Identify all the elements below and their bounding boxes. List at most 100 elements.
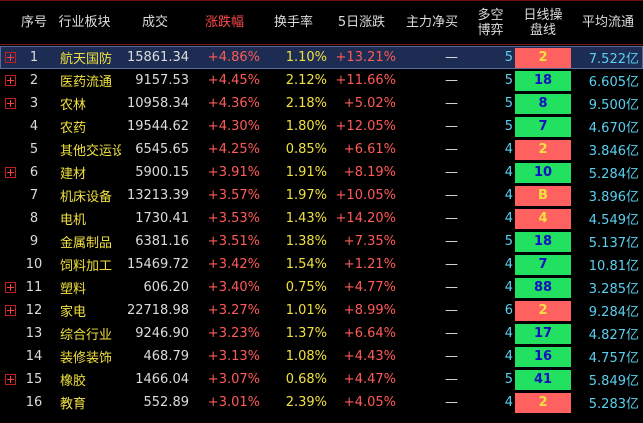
daily-badge: 88 [515, 277, 571, 298]
table-row[interactable]: 12 家电 22718.98 +3.27% 1.01% +8.99% — 6 2 9.284亿 [0, 299, 643, 322]
volume-value: 9246.90 [135, 326, 189, 341]
table-row[interactable]: 14 装修装饰 468.79 +3.13% 1.08% +4.43% — 4 16 4.757亿 [0, 345, 643, 368]
longshort-value: 5 [504, 119, 513, 134]
volume-value: 606.20 [143, 280, 190, 295]
header-turnover[interactable]: 换手率 [273, 15, 313, 30]
table-row[interactable]: 2 医药流通 9157.53 +4.45% 2.12% +11.66% — 5 18 6.605亿 [0, 69, 643, 92]
sector-name[interactable]: 家电 [60, 305, 87, 320]
avgflow-value: 3.285亿 [588, 282, 639, 297]
header-avgflow[interactable]: 平均流通 [581, 15, 634, 30]
expand-cell [0, 276, 20, 299]
turnover-value: 1.37% [285, 326, 327, 341]
avgflow-value: 7.522亿 [588, 52, 639, 67]
table-row[interactable]: 15 橡胶 1466.04 +3.07% 0.68% +4.47% — 5 41 5.849亿 [0, 368, 643, 391]
sector-name[interactable]: 教育 [60, 397, 87, 412]
table-row[interactable]: 3 农林 10958.34 +4.36% 2.18% +5.02% — 5 8 9.500亿 [0, 92, 643, 115]
daily-badge: 2 [515, 47, 571, 68]
avgflow-value: 4.549亿 [588, 213, 639, 228]
avgflow-value: 3.846亿 [588, 144, 639, 159]
netflow-value: — [445, 188, 458, 203]
daily-badge: 7 [515, 116, 571, 137]
avgflow-value: 10.81亿 [588, 259, 639, 274]
expand-plus-icon[interactable] [4, 305, 16, 316]
sector-name[interactable]: 饲料加工 [60, 259, 113, 274]
header-change[interactable]: 涨跌幅 [204, 15, 244, 30]
header-longshort[interactable]: 多空 博弈 [468, 1, 513, 44]
row-index: 10 [25, 257, 43, 272]
change5d-value: +4.43% [343, 349, 396, 364]
longshort-value: 4 [504, 349, 513, 364]
header-volume[interactable]: 成交 [141, 15, 168, 30]
header-netflow[interactable]: 主力净买 [405, 15, 458, 30]
table-row[interactable]: 10 饲料加工 15469.72 +3.42% 1.54% +1.21% — 4 7 10.81亿 [0, 253, 643, 276]
avgflow-value: 9.500亿 [588, 98, 639, 113]
expand-plus-icon[interactable] [4, 282, 16, 293]
sector-name[interactable]: 建材 [60, 167, 87, 182]
change-value: +3.13% [207, 349, 260, 364]
sector-name[interactable]: 农药 [60, 121, 87, 136]
volume-value: 1730.41 [135, 211, 189, 226]
avgflow-value: 3.896亿 [588, 190, 639, 205]
expand-cell [0, 299, 20, 322]
sector-name[interactable]: 金属制品 [60, 236, 113, 251]
header-idx[interactable]: 序号 [20, 15, 47, 30]
change-value: +3.42% [207, 257, 260, 272]
change-value: +3.53% [207, 211, 260, 226]
header-name[interactable]: 行业板块 [58, 15, 111, 30]
expand-plus-icon[interactable] [4, 75, 16, 86]
table-row[interactable]: 11 塑料 606.20 +3.40% 0.75% +4.77% — 4 88 3.285亿 [0, 276, 643, 299]
change5d-value: +4.05% [343, 395, 396, 410]
expand-plus-icon[interactable] [4, 167, 16, 178]
sector-name[interactable]: 航天国防 [60, 52, 113, 67]
sector-name[interactable]: 医药流通 [60, 75, 113, 90]
header-daily[interactable]: 日线操 盘线 [513, 1, 573, 44]
expand-plus-icon[interactable] [4, 374, 16, 385]
row-index: 2 [29, 73, 39, 88]
row-index: 8 [29, 211, 39, 226]
sector-name[interactable]: 装修装饰 [60, 351, 113, 366]
avgflow-value: 4.827亿 [588, 328, 639, 343]
daily-cell: 7 [513, 253, 573, 276]
netflow-value: — [445, 234, 458, 249]
table-row[interactable]: 1 航天国防 15861.34 +4.86% 1.10% +13.21% — 5 2 7.522亿 [0, 46, 643, 69]
change5d-value: +14.20% [335, 211, 396, 226]
sector-name[interactable]: 电机 [60, 213, 87, 228]
volume-value: 15861.34 [126, 50, 189, 65]
netflow-value: — [445, 257, 458, 272]
expand-cell [0, 391, 20, 414]
header-change5d[interactable]: 5日涨跌 [337, 15, 386, 30]
change-value: +3.23% [207, 326, 260, 341]
sector-name[interactable]: 塑料 [60, 282, 87, 297]
volume-value: 10958.34 [126, 96, 189, 111]
daily-badge: 2 [515, 392, 571, 413]
row-index: 11 [25, 280, 43, 295]
table-row[interactable]: 16 教育 552.89 +3.01% 2.39% +4.05% — 4 2 5.283亿 [0, 391, 643, 414]
sector-name[interactable]: 农林 [60, 98, 87, 113]
expand-plus-icon[interactable] [4, 52, 16, 63]
volume-value: 1466.04 [135, 372, 189, 387]
table-row[interactable]: 5 其他交运设 6545.65 +4.25% 0.85% +6.61% — 4 2 3.846亿 [0, 138, 643, 161]
longshort-value: 5 [504, 234, 513, 249]
sector-name[interactable]: 橡胶 [60, 374, 87, 389]
table-row[interactable]: 8 电机 1730.41 +3.53% 1.43% +14.20% — 4 4 4.549亿 [0, 207, 643, 230]
longshort-value: 4 [504, 395, 513, 410]
daily-badge: 17 [515, 323, 571, 344]
change5d-value: +4.77% [343, 280, 396, 295]
sector-name[interactable]: 其他交运设 [60, 144, 121, 159]
table-row[interactable]: 6 建材 5900.15 +3.91% 1.91% +8.19% — 4 10 5.284亿 [0, 161, 643, 184]
table-row[interactable]: 13 综合行业 9246.90 +3.23% 1.37% +6.64% — 4 17 4.827亿 [0, 322, 643, 345]
change-value: +3.07% [207, 372, 260, 387]
row-index: 15 [25, 372, 43, 387]
daily-badge: B [515, 185, 571, 206]
expand-plus-icon[interactable] [4, 98, 16, 109]
expand-cell [0, 92, 20, 115]
avgflow-value: 9.284亿 [588, 305, 639, 320]
turnover-value: 1.10% [285, 50, 327, 65]
table-row[interactable]: 9 金属制品 6381.16 +3.51% 1.38% +7.35% — 5 18 5.137亿 [0, 230, 643, 253]
sector-name[interactable]: 机床设备 [60, 190, 113, 205]
sector-name[interactable]: 综合行业 [60, 328, 113, 343]
table-row[interactable]: 7 机床设备 13213.39 +3.57% 1.97% +10.05% — 4 B 3.896亿 [0, 184, 643, 207]
table-row[interactable]: 4 农药 19544.62 +4.30% 1.80% +12.05% — 5 7 4.670亿 [0, 115, 643, 138]
daily-cell: 41 [513, 368, 573, 391]
